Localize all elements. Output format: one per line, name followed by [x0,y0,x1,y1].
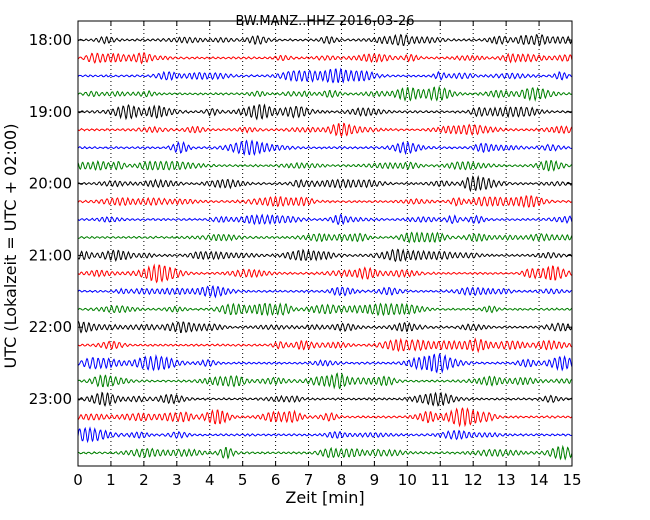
y-tick-label-4: 22:00 [29,318,72,336]
trace-2100 [77,248,573,263]
x-tick-label-15: 15 [562,471,581,489]
x-tick-label-0: 0 [73,471,83,489]
x-tick-label-5: 5 [238,471,248,489]
y-tick-label-1: 19:00 [29,103,72,121]
trace-group [77,33,573,461]
trace-1845 [77,85,573,102]
x-axis: 0 1 2 3 4 5 6 7 8 9 10 11 12 13 14 15 [73,21,582,489]
y-tick-label-5: 23:00 [29,390,72,408]
x-tick-label-1: 1 [106,471,116,489]
trace-1915 [77,122,573,138]
x-tick-label-6: 6 [271,471,281,489]
trace-2215 [77,337,573,354]
y-tick-label-0: 18:00 [29,31,72,49]
trace-2345 [77,444,573,461]
y-tick-label-3: 21:00 [29,246,72,264]
trace-2030 [77,213,573,226]
trace-2145 [77,302,573,317]
trace-1815 [77,51,573,65]
x-tick-label-11: 11 [431,471,450,489]
trace-2045 [77,231,573,244]
x-tick-label-9: 9 [370,471,380,489]
trace-1800 [77,33,573,47]
trace-1900 [77,103,573,121]
trace-2300 [77,391,572,407]
trace-2130 [77,285,572,299]
x-tick-label-14: 14 [530,471,549,489]
x-tick-label-2: 2 [139,471,149,489]
trace-1945 [77,160,572,172]
trace-2230 [77,353,573,374]
x-axis-label: Zeit [min] [285,488,364,507]
trace-2315 [77,407,573,428]
y-axis: 18:00 19:00 20:00 21:00 22:00 23:00 [29,31,572,408]
trace-1830 [77,67,573,84]
trace-2115 [77,263,573,284]
trace-2330 [77,426,572,444]
x-tick-label-4: 4 [205,471,215,489]
x-tick-label-12: 12 [464,471,483,489]
plot-frame [77,20,573,467]
y-axis-label: UTC (Lokalzeit = UTC + 02:00) [1,124,20,369]
trace-2000 [77,174,573,193]
x-tick-label-7: 7 [304,471,314,489]
x-tick-label-10: 10 [398,471,417,489]
x-tick-label-13: 13 [497,471,516,489]
trace-2200 [77,320,573,334]
trace-1930 [77,139,572,156]
y-tick-label-2: 20:00 [29,175,72,193]
x-tick-label-8: 8 [337,471,347,489]
trace-2245 [77,372,573,390]
trace-2015 [77,194,573,209]
x-tick-label-3: 3 [172,471,182,489]
